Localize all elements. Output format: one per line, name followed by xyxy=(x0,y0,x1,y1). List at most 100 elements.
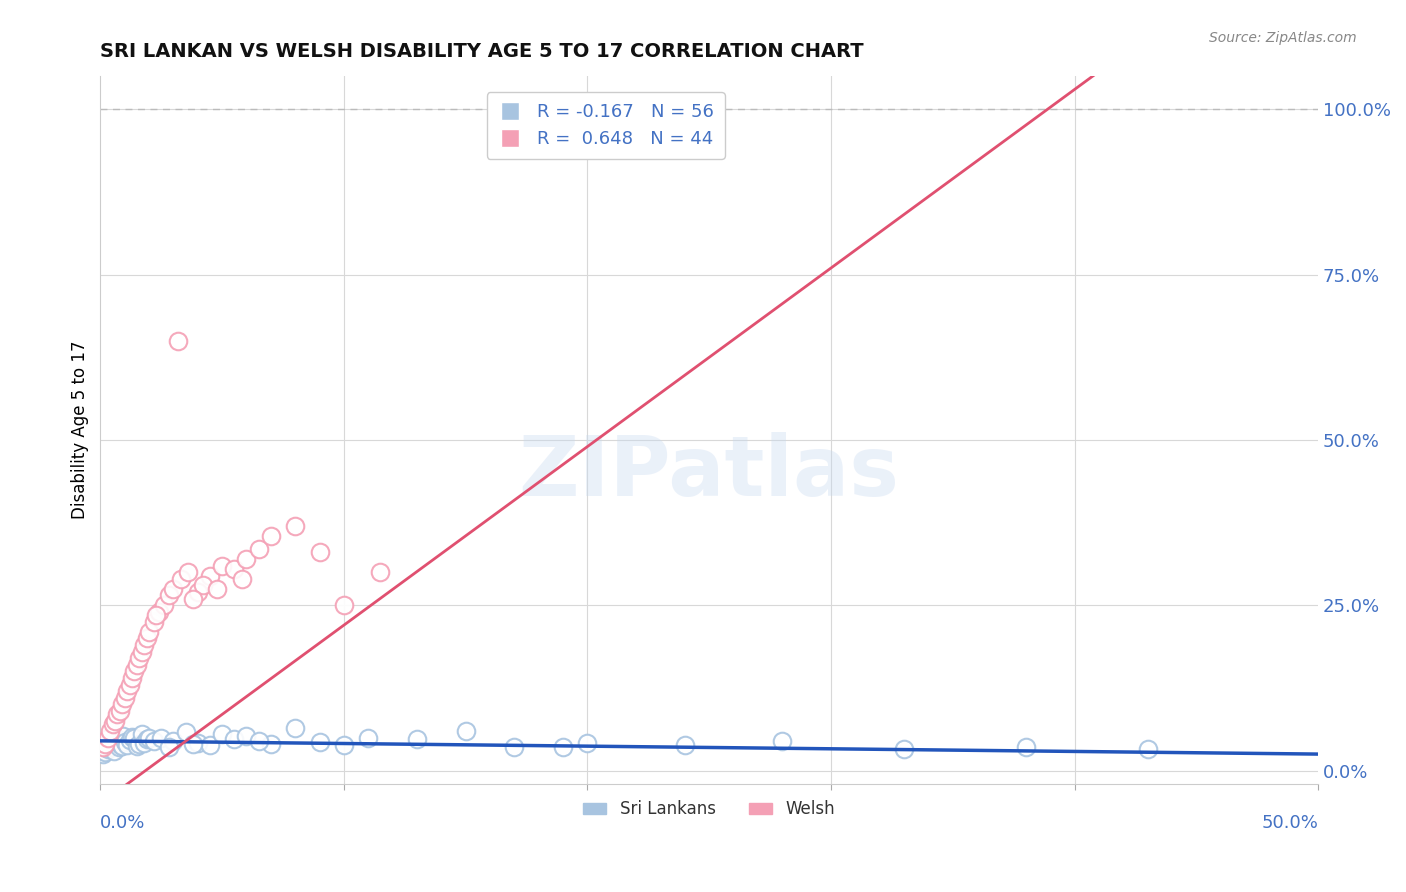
Point xyxy=(177,565,200,579)
Point xyxy=(198,568,221,582)
Point xyxy=(103,744,125,758)
Point xyxy=(101,717,124,731)
Point xyxy=(162,582,184,596)
Point xyxy=(111,698,134,712)
Point xyxy=(101,736,124,750)
Point xyxy=(142,734,165,748)
Point xyxy=(150,731,173,745)
Point xyxy=(93,744,115,758)
Point xyxy=(207,582,229,596)
Point xyxy=(145,608,167,623)
Point xyxy=(260,737,283,751)
Point xyxy=(105,731,128,746)
Point xyxy=(108,737,131,751)
Point xyxy=(187,736,209,750)
Text: ZIPatlas: ZIPatlas xyxy=(519,432,900,513)
Point xyxy=(125,657,148,672)
Point xyxy=(91,740,114,755)
Point xyxy=(114,735,136,749)
Point xyxy=(111,739,134,753)
Point xyxy=(235,552,257,566)
Point xyxy=(115,739,138,753)
Point xyxy=(142,615,165,629)
Point xyxy=(121,671,143,685)
Point xyxy=(167,334,190,348)
Point xyxy=(104,734,127,748)
Legend: Sri Lankans, Welsh: Sri Lankans, Welsh xyxy=(576,794,842,825)
Point xyxy=(157,588,180,602)
Text: 50.0%: 50.0% xyxy=(1261,814,1319,832)
Point xyxy=(108,704,131,718)
Point xyxy=(105,707,128,722)
Point xyxy=(135,731,157,746)
Point xyxy=(115,684,138,698)
Point xyxy=(112,729,135,743)
Point xyxy=(370,565,392,579)
Point xyxy=(125,739,148,753)
Point xyxy=(893,742,915,756)
Point xyxy=(131,644,153,658)
Point xyxy=(152,599,174,613)
Point xyxy=(105,731,128,745)
Point xyxy=(98,739,121,753)
Point xyxy=(124,731,146,746)
Point xyxy=(454,723,477,738)
Point xyxy=(231,572,253,586)
Point xyxy=(308,735,330,749)
Point xyxy=(247,734,270,748)
Point xyxy=(284,519,307,533)
Point xyxy=(553,740,575,755)
Point xyxy=(94,745,117,759)
Point xyxy=(131,727,153,741)
Point xyxy=(98,723,121,738)
Point xyxy=(97,742,120,756)
Point xyxy=(157,740,180,755)
Point xyxy=(91,747,114,761)
Point xyxy=(135,632,157,646)
Point xyxy=(124,665,146,679)
Point xyxy=(247,542,270,557)
Point xyxy=(121,730,143,744)
Point xyxy=(107,739,129,754)
Point xyxy=(224,731,246,746)
Point xyxy=(187,585,209,599)
Point xyxy=(211,727,233,741)
Point xyxy=(128,651,150,665)
Text: Source: ZipAtlas.com: Source: ZipAtlas.com xyxy=(1209,31,1357,45)
Point xyxy=(770,734,793,748)
Point xyxy=(138,624,160,639)
Point xyxy=(97,737,120,751)
Point xyxy=(170,572,193,586)
Point xyxy=(97,731,120,745)
Point xyxy=(260,529,283,543)
Point xyxy=(114,690,136,705)
Point xyxy=(1136,742,1159,756)
Point xyxy=(191,578,214,592)
Point xyxy=(333,599,356,613)
Point xyxy=(333,739,356,753)
Point xyxy=(198,738,221,752)
Point xyxy=(406,731,429,746)
Point xyxy=(138,731,160,745)
Point xyxy=(235,729,257,743)
Point xyxy=(673,739,696,753)
Point xyxy=(503,740,526,755)
Point xyxy=(110,738,132,752)
Point xyxy=(134,736,156,750)
Point xyxy=(357,731,380,745)
Point xyxy=(134,638,156,652)
Point xyxy=(211,558,233,573)
Point xyxy=(1015,740,1038,755)
Point xyxy=(181,737,204,751)
Point xyxy=(576,736,599,750)
Point xyxy=(118,678,141,692)
Point xyxy=(118,733,141,747)
Point xyxy=(308,545,330,559)
Point xyxy=(128,737,150,751)
Point xyxy=(224,562,246,576)
Point xyxy=(104,714,127,728)
Text: SRI LANKAN VS WELSH DISABILITY AGE 5 TO 17 CORRELATION CHART: SRI LANKAN VS WELSH DISABILITY AGE 5 TO … xyxy=(100,42,863,61)
Y-axis label: Disability Age 5 to 17: Disability Age 5 to 17 xyxy=(72,341,89,519)
Point xyxy=(284,721,307,735)
Point xyxy=(174,725,197,739)
